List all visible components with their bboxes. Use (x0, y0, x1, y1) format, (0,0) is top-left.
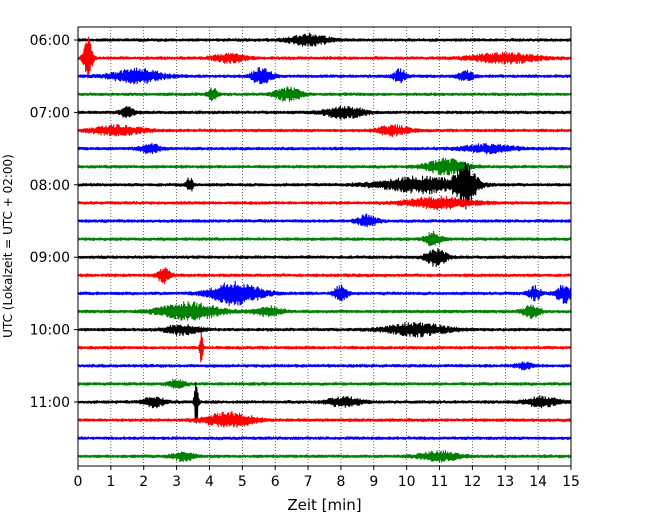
y-axis-title: UTC (Lokalzeit = UTC + 02:00) (1, 154, 15, 338)
trace-07:00 (77, 105, 572, 120)
x-tick-label: 15 (562, 474, 580, 490)
trace-11:00 (77, 381, 572, 424)
x-tick-label: 9 (369, 474, 378, 490)
trace-07:15 (77, 124, 572, 138)
y-tick-label: 08:00 (30, 178, 70, 194)
trace-06:30 (77, 66, 572, 85)
x-axis-ticks: 0 1 2 3 4 5 6 7 8 9 10 11 12 13 14 15 (74, 466, 580, 490)
trace-07:45 (77, 157, 572, 176)
y-tick-label: 11:00 (30, 395, 70, 411)
x-gridlines (110, 27, 539, 466)
trace-11:30 (77, 436, 572, 441)
x-tick-label: 12 (463, 474, 481, 490)
trace-10:45 (77, 378, 572, 389)
x-axis-title: Zeit [min] (287, 496, 361, 514)
trace-09:45 (77, 301, 572, 321)
y-tick-label: 07:00 (30, 105, 70, 121)
x-tick-label: 13 (496, 474, 514, 490)
x-tick-label: 6 (271, 474, 280, 490)
trace-06:15 (77, 36, 572, 79)
y-tick-label: 10:00 (30, 323, 70, 339)
x-tick-label: 3 (172, 474, 181, 490)
x-tick-label: 10 (398, 474, 416, 490)
trace-11:45 (77, 450, 572, 464)
seismic-traces (77, 32, 572, 464)
plot-frame (77, 26, 572, 467)
x-tick-label: 7 (304, 474, 313, 490)
x-tick-label: 2 (139, 474, 148, 490)
x-tick-label: 11 (431, 474, 449, 490)
trace-09:30 (77, 280, 572, 307)
y-axis-ticks: 06:00 07:00 08:00 09:00 10:00 11:00 (30, 33, 78, 411)
x-tick-label: 14 (529, 474, 547, 490)
trace-09:15 (77, 267, 572, 285)
trace-08:00 (77, 161, 572, 210)
y-tick-label: 09:00 (30, 250, 70, 266)
trace-10:00 (77, 321, 572, 338)
trace-08:45 (77, 230, 572, 247)
trace-07:30 (77, 142, 572, 155)
trace-06:00 (77, 32, 572, 47)
trace-06:45 (77, 86, 572, 102)
x-tick-label: 8 (336, 474, 345, 490)
trace-08:15 (77, 195, 572, 211)
x-tick-label: 5 (238, 474, 247, 490)
trace-08:30 (77, 213, 572, 228)
x-tick-label: 0 (74, 474, 83, 490)
y-tick-label: 06:00 (30, 33, 70, 49)
x-tick-label: 4 (205, 474, 214, 490)
x-tick-label: 1 (106, 474, 115, 490)
trace-09:00 (77, 247, 572, 268)
trace-10:15 (77, 331, 572, 363)
trace-10:30 (77, 361, 572, 371)
trace-11:15 (77, 410, 572, 428)
